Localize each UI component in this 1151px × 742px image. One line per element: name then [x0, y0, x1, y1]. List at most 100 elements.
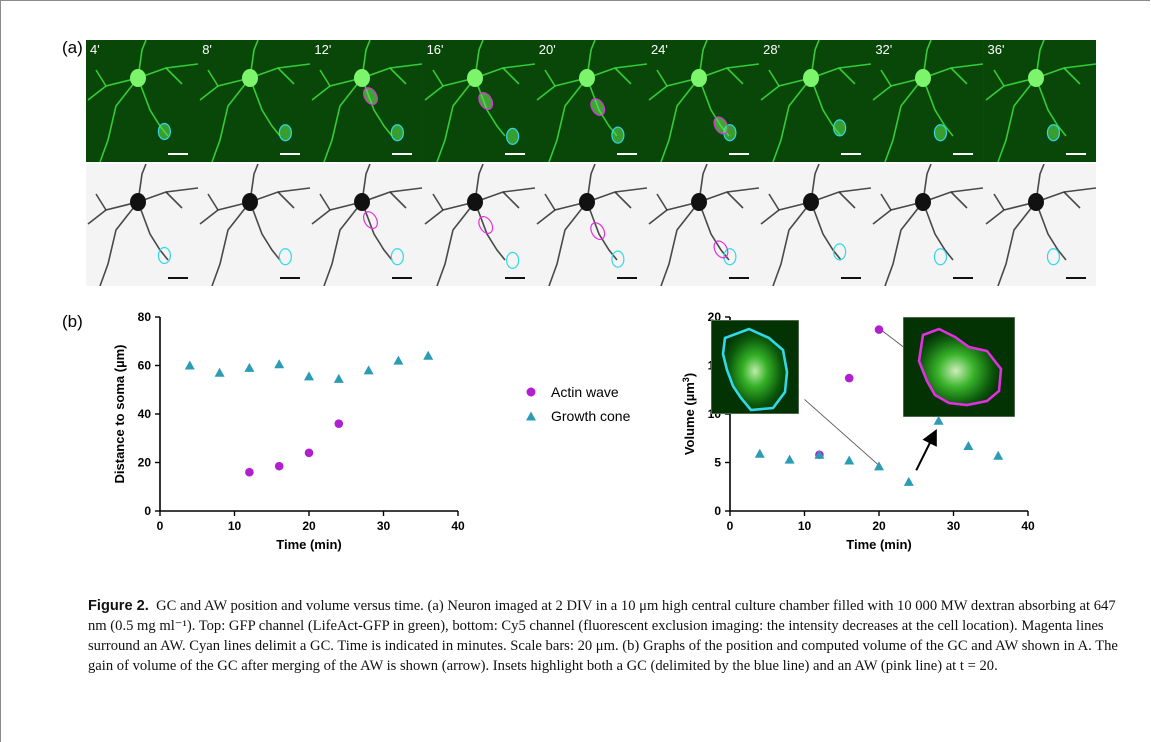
- growth-cone-inset: [711, 320, 799, 414]
- growth-cone-point: [784, 454, 795, 464]
- figure-caption: Figure 2. GC and AW position and volume …: [88, 596, 1128, 676]
- growth-cone-point: [333, 373, 344, 383]
- legend-item-actin-wave: Actin wave: [525, 380, 630, 404]
- neuron-image: [872, 164, 984, 286]
- growth-cone-point: [963, 441, 974, 451]
- growth-cone-outline: [833, 119, 847, 137]
- growth-cone-outline: [611, 126, 625, 144]
- x-tick-label: 10: [798, 519, 812, 533]
- neuron-image: [536, 164, 647, 286]
- time-label: 20': [538, 42, 556, 57]
- growth-cone-outline: [1046, 124, 1060, 142]
- scale-bar: [953, 153, 974, 155]
- inset-connector-line: [804, 399, 880, 466]
- gfp-frame: 32': [871, 40, 984, 162]
- growth-cone-point: [844, 455, 855, 465]
- cy5-frame: [983, 164, 1096, 286]
- gfp-frame: 8': [198, 40, 311, 162]
- growth-cone-outline: [611, 250, 625, 268]
- legend-label-actin-wave: Actin wave: [551, 384, 619, 400]
- actin-wave-point: [304, 448, 314, 458]
- growth-cone-point: [903, 476, 914, 486]
- cy5-frame: [534, 164, 647, 286]
- soma: [915, 69, 932, 87]
- growth-cone-point: [993, 450, 1004, 460]
- neuron-image: [311, 164, 423, 286]
- growth-cone-outline: [723, 248, 737, 266]
- cy5-frame: [759, 164, 872, 286]
- growth-cone-point: [363, 365, 374, 375]
- gfp-frame: 36': [983, 40, 1096, 162]
- growth-cone-outline: [391, 124, 405, 142]
- neuron-image: [983, 40, 1096, 162]
- cy5-frame: [310, 164, 423, 286]
- y-tick-label: 5: [714, 456, 721, 470]
- scale-bar: [504, 277, 525, 279]
- growth-cone-point: [874, 461, 884, 471]
- x-tick-label: 0: [727, 519, 734, 533]
- growth-cone-outline: [1046, 248, 1060, 266]
- scale-bar: [168, 153, 188, 155]
- panel-a-label: (a): [62, 38, 83, 57]
- soma: [915, 193, 932, 211]
- soma: [354, 193, 371, 211]
- scale-bar: [1065, 153, 1086, 155]
- growth-cone-outline: [278, 124, 293, 142]
- growth-cone-outline: [157, 246, 172, 265]
- neuron-image: [871, 40, 984, 162]
- actin-wave-outline: [477, 216, 493, 234]
- circle-marker-icon: [526, 387, 536, 397]
- time-label: 4': [90, 42, 100, 57]
- growth-cone-point: [274, 359, 285, 369]
- soma: [242, 193, 259, 211]
- time-label: 16': [426, 42, 444, 57]
- distance-chart: 0 10 20 30 40 0 20 40 60 80 Time (min) Distance to …: [112, 310, 465, 552]
- gfp-frame: 4': [86, 40, 199, 162]
- gfp-channel-strip: 4' 8' 12' 16' 20' 24' 28' 32' 36': [86, 40, 1096, 162]
- y-tick-label: 0: [144, 504, 151, 518]
- scale-bar: [280, 277, 301, 279]
- growth-cone-point: [423, 350, 434, 360]
- legend-item-growth-cone: Growth cone: [525, 404, 630, 428]
- gfp-frame: 20': [534, 40, 647, 162]
- actin-wave-point: [245, 467, 254, 477]
- neuron-image: [985, 164, 1096, 286]
- scale-bar: [504, 153, 525, 155]
- actin-wave-inset: [903, 317, 1015, 417]
- neuron-image: [310, 40, 423, 162]
- scale-bar: [168, 277, 188, 279]
- actin-wave-outline: [589, 222, 605, 241]
- soma: [466, 69, 483, 87]
- scale-bar: [841, 153, 862, 155]
- neuron-image: [759, 40, 872, 162]
- growth-cone-outline: [934, 248, 948, 266]
- x-tick-label: 20: [872, 519, 886, 533]
- x-tick-label: 30: [947, 519, 961, 533]
- neuron-image: [648, 164, 759, 286]
- y-tick-label: 60: [138, 359, 152, 373]
- growth-cone-outline: [833, 243, 847, 261]
- growth-cone-point: [754, 448, 765, 458]
- chart-legend: Actin wave Growth cone: [525, 380, 630, 428]
- soma: [1027, 193, 1044, 211]
- x-tick-label: 40: [451, 519, 465, 533]
- scale-bar: [728, 153, 749, 155]
- x-axis-label: Time (min): [276, 537, 342, 552]
- growth-cone-outline: [505, 127, 519, 145]
- x-tick-label: 30: [377, 519, 391, 533]
- time-label: 32': [875, 42, 893, 57]
- y-tick-label: 20: [138, 456, 152, 470]
- growth-cone-point: [933, 415, 944, 425]
- gfp-frame: 28': [759, 40, 872, 162]
- cy5-frame: [198, 164, 311, 286]
- y-axis-label: Volume (µm3): [681, 373, 697, 455]
- cy5-frame: [86, 164, 199, 286]
- scale-bar: [616, 153, 637, 155]
- soma: [578, 193, 595, 211]
- growth-cone-point: [814, 449, 825, 459]
- scale-bar: [1065, 277, 1086, 279]
- actin-wave-outline: [477, 92, 493, 110]
- soma: [354, 69, 371, 87]
- neuron-image: [646, 40, 759, 162]
- time-label: 36': [987, 42, 1005, 57]
